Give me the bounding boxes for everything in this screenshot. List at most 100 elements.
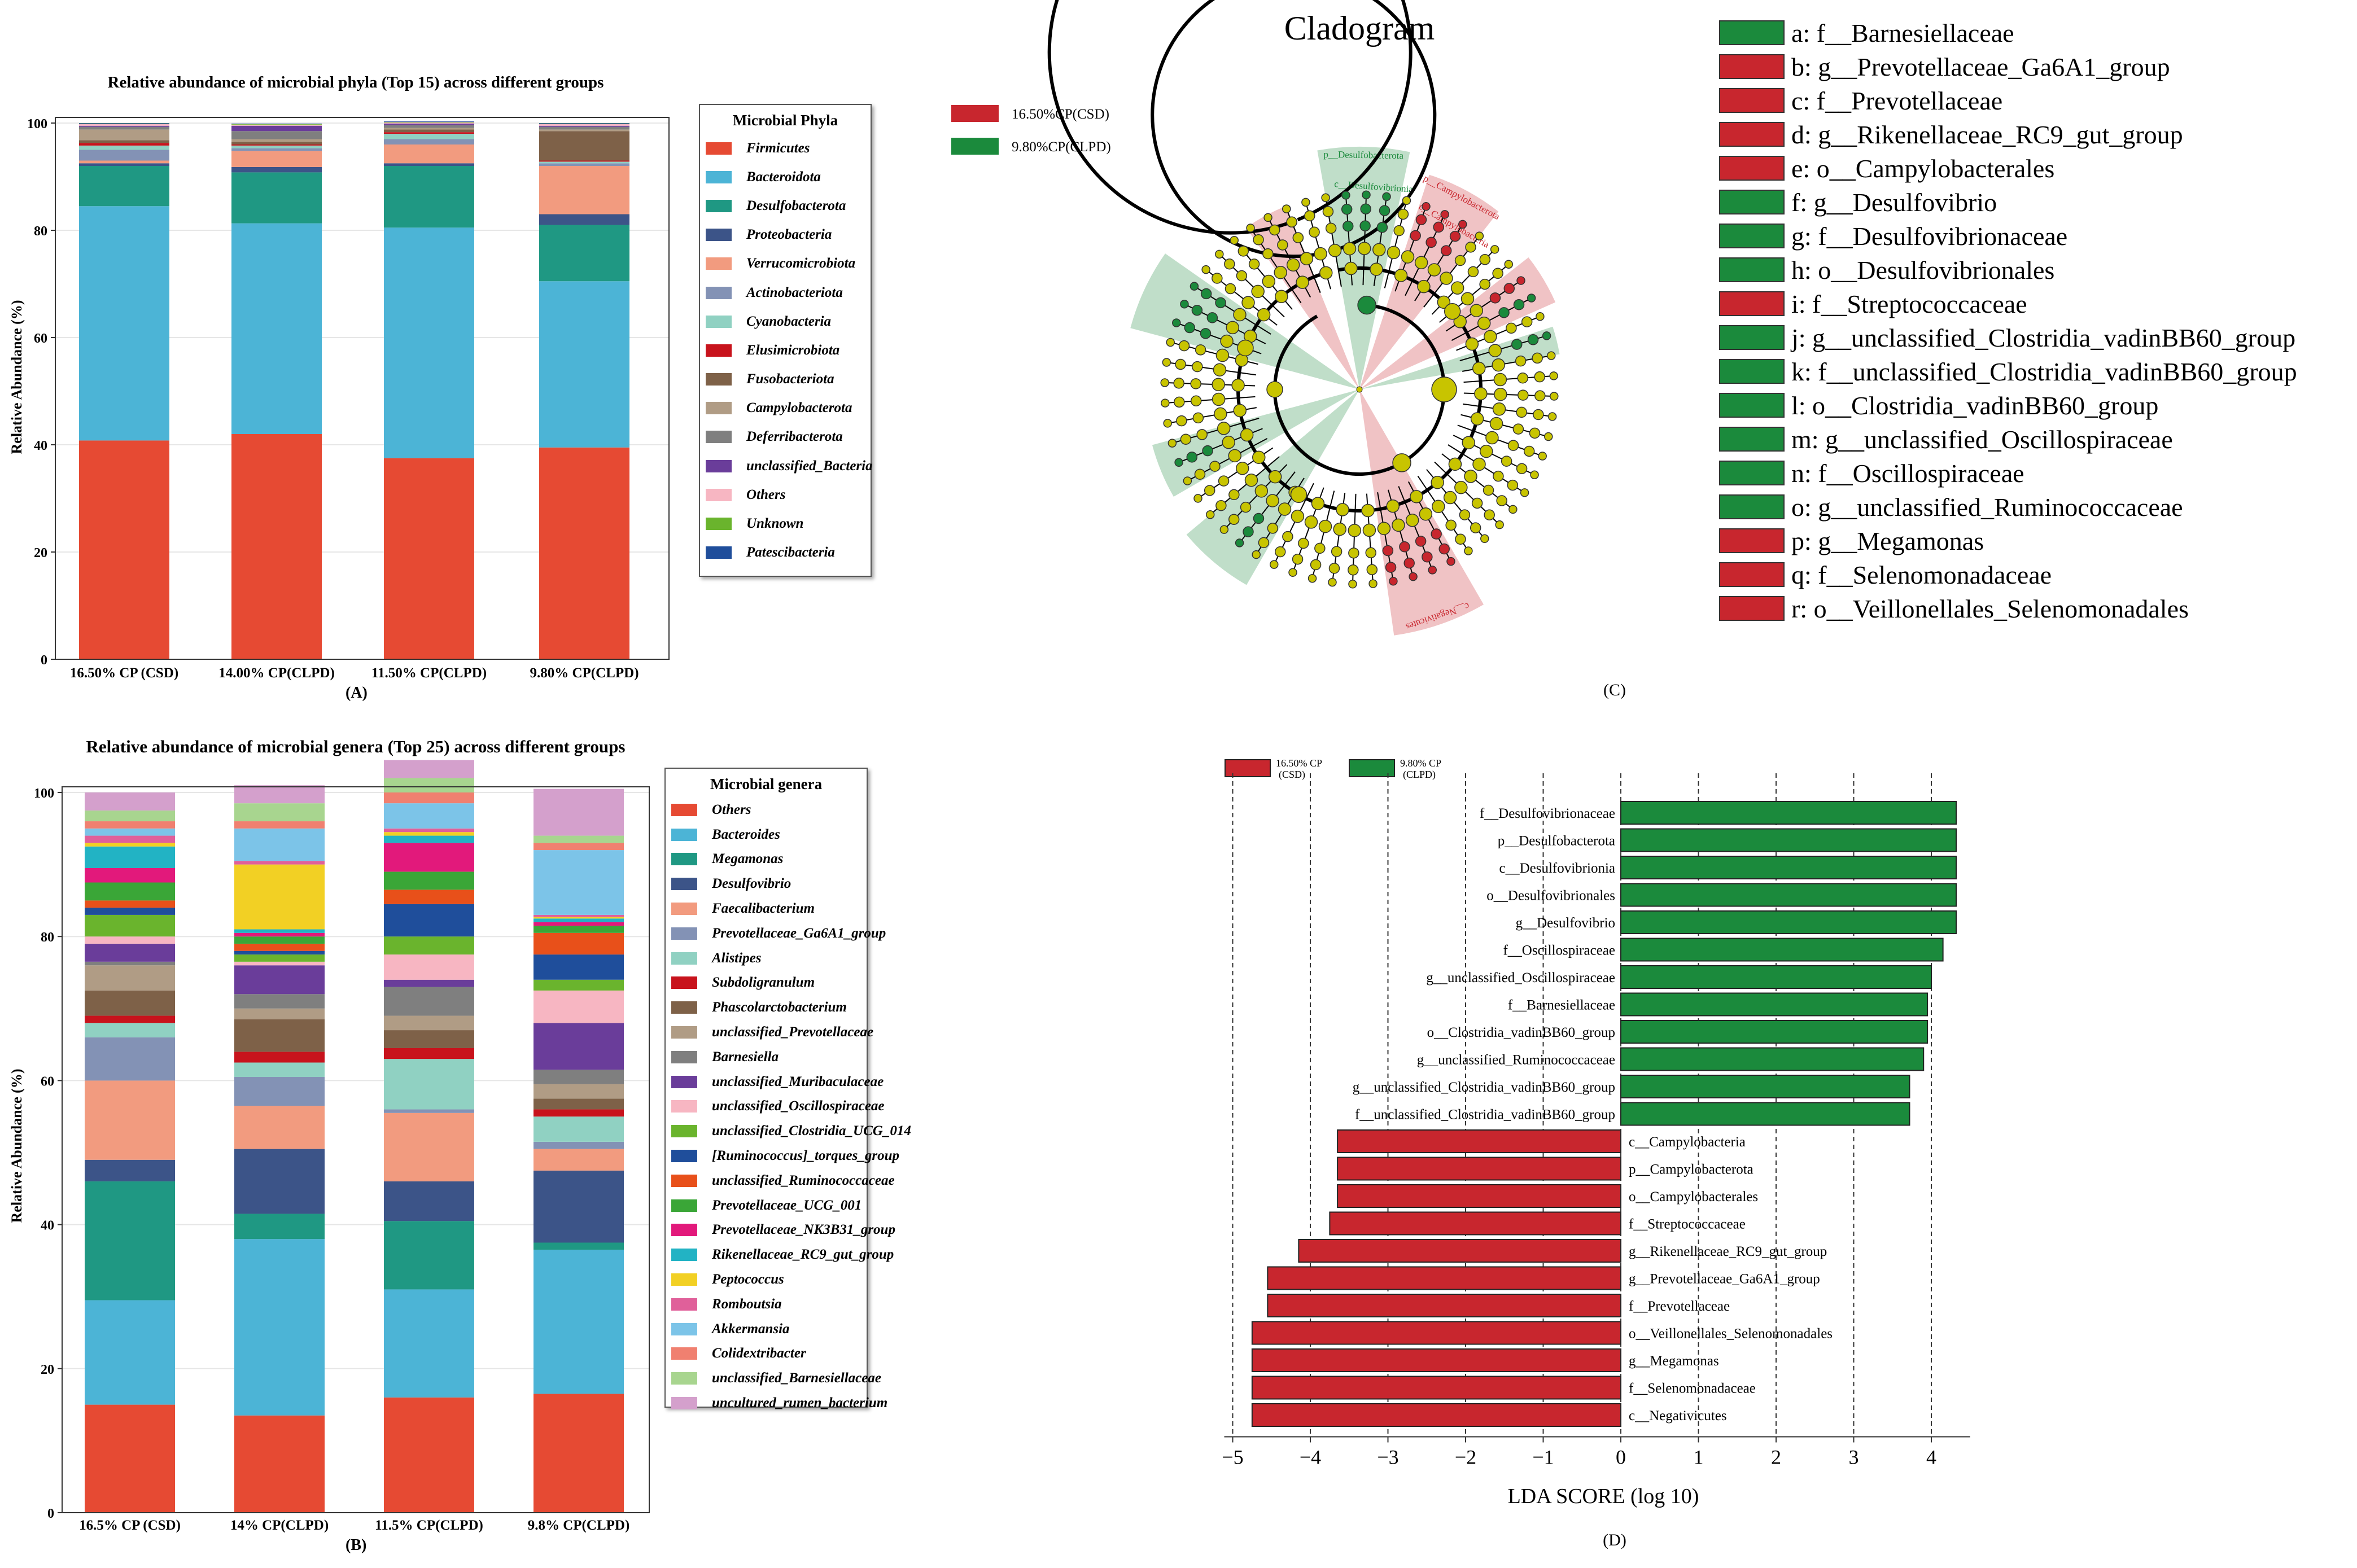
tree-node: [1246, 224, 1255, 233]
bar-segment: [234, 861, 325, 865]
legend-label: Megamonas: [712, 851, 784, 867]
tree-node: [1365, 547, 1376, 559]
bar-segment: [539, 129, 629, 132]
tree-node: [1278, 502, 1292, 516]
tree-node: [1237, 246, 1249, 257]
bar-segment: [384, 1289, 474, 1398]
tree-node: [1493, 373, 1507, 387]
taxa-label: c: f__Prevotellaceae: [1791, 86, 2003, 115]
bar-segment: [534, 1070, 624, 1084]
tree-node: [1254, 484, 1269, 498]
taxa-label: i: f__Streptococcaceae: [1791, 289, 2027, 318]
taxa-legend-item: j: g__unclassified_Clostridia_vadinBB60_…: [1719, 321, 2297, 354]
tree-node: [1228, 489, 1240, 501]
tree-node: [1314, 542, 1326, 554]
tree-node: [1547, 351, 1556, 360]
legend-swatch: [706, 344, 732, 357]
legend-swatch: [706, 170, 732, 183]
tree-node: [1180, 300, 1189, 309]
x-tick-label: 14% CP(CLPD): [230, 1518, 329, 1533]
tree-node: [1460, 292, 1475, 306]
bar-segment: [234, 1052, 325, 1063]
legend-item: Subdoligranulum: [666, 971, 867, 996]
tree-node: [1241, 296, 1255, 309]
tree-node: [1275, 290, 1288, 304]
tree-node: [1192, 361, 1203, 373]
legend-swatch: [671, 1372, 697, 1385]
legend-label: Campylobacterota: [746, 400, 852, 416]
tree-node: [1233, 404, 1247, 418]
tree-node: [1479, 254, 1491, 265]
bar-segment: [85, 965, 175, 991]
tree-node: [1409, 572, 1418, 581]
lda-bar: [1620, 1047, 1925, 1071]
tree-node: [1440, 271, 1453, 285]
csd-swatch: [951, 105, 999, 122]
x-tick-label: −2: [1455, 1446, 1476, 1469]
tree-node: [1513, 299, 1525, 310]
legend-swatch: [706, 373, 732, 386]
tree-node: [1511, 339, 1523, 350]
x-tick-label: −3: [1377, 1446, 1398, 1469]
tree-node: [1386, 499, 1400, 513]
tree-node: [1393, 225, 1405, 236]
bar-label: c__Desulfovibrionia: [1499, 861, 1615, 876]
x-tick-label: 3: [1849, 1446, 1859, 1469]
tree-node: [1262, 274, 1276, 288]
legend-label: unclassified_Barnesiellaceae: [712, 1370, 881, 1386]
bar-segment: [85, 961, 175, 966]
tree-node: [1190, 378, 1201, 389]
bar-segment: [231, 223, 322, 434]
legend-item: Colidextribacter: [666, 1342, 867, 1366]
tree-node: [1385, 562, 1397, 573]
tree-node: [1200, 328, 1212, 339]
bar-label: o__Desulfovibrionales: [1486, 888, 1615, 904]
tree-node: [1190, 282, 1199, 291]
y-axis-label: Relative Abundance (%): [8, 1069, 25, 1223]
y-tick-label: 60: [34, 331, 47, 346]
tree-node: [1422, 202, 1431, 211]
legend-label: Desulfovibrio: [712, 876, 792, 892]
taxa-label: o: g__unclassified_Ruminococcaceae: [1791, 492, 2183, 522]
legend-item: unclassified_Muribaculaceae: [666, 1070, 884, 1094]
legend-label: Colidextribacter: [712, 1346, 806, 1361]
bar-segment: [231, 142, 322, 144]
legend-item: unclassified_Ruminococcaceae: [666, 1168, 895, 1193]
bar-segment: [534, 1394, 624, 1513]
bar-segment: [384, 1221, 474, 1290]
legend-label: Prevotellaceae_UCG_001: [712, 1197, 862, 1213]
tree-node: [1270, 560, 1279, 569]
tree-node: [1431, 475, 1444, 489]
bar-segment: [79, 140, 169, 143]
legend-item: unclassified_Bacteria: [700, 452, 873, 480]
tree-node: [1474, 387, 1488, 401]
tree-node: [1512, 423, 1524, 435]
taxa-swatch: [1719, 88, 1785, 113]
bar-segment: [234, 951, 325, 955]
legend-label: Patescibacteria: [746, 545, 835, 560]
x-tick-label: 4: [1926, 1446, 1936, 1469]
tree-node: [1431, 528, 1442, 540]
bar-segment: [384, 954, 474, 980]
tree-node: [1415, 536, 1427, 547]
tree-node: [1301, 198, 1310, 207]
bar-segment: [234, 1149, 325, 1214]
tree-node: [1387, 246, 1401, 260]
tree-node: [1422, 551, 1433, 563]
legend-label: unclassified_Ruminococcaceae: [712, 1172, 895, 1188]
bar-segment: [384, 128, 474, 130]
tree-node: [1174, 396, 1185, 408]
tree-node: [1454, 255, 1466, 266]
bar-segment: [85, 792, 175, 811]
legend-label: Prevotellaceae_Ga6A1_group: [712, 925, 886, 941]
tree-node: [1445, 519, 1457, 531]
bar-segment: [539, 281, 629, 448]
tree-node: [1440, 210, 1449, 219]
bar-segment: [85, 1037, 175, 1081]
tree-node: [1516, 276, 1525, 285]
tree-node: [1465, 242, 1476, 253]
bar-segment: [384, 144, 474, 164]
bar-label: f__unclassified_Clostridia_vadinBB60_gro…: [1355, 1107, 1615, 1123]
taxa-legend-item: m: g__unclassified_Oscillospiraceae: [1719, 422, 2297, 456]
tree-node: [1325, 222, 1337, 234]
